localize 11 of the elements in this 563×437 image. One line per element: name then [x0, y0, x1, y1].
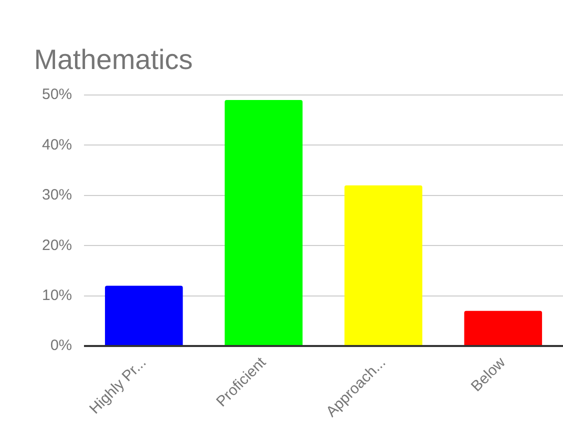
y-tick-label: 30%: [42, 186, 72, 204]
bar: [104, 286, 183, 346]
bar: [224, 100, 303, 346]
bar: [464, 310, 542, 346]
bar: [344, 185, 422, 346]
chart-title: Mathematics: [34, 44, 193, 76]
y-tick-label: 20%: [42, 236, 72, 254]
y-tick-label: 50%: [42, 86, 72, 104]
y-tick-label: 0%: [50, 337, 72, 354]
y-tick-label: 40%: [42, 136, 72, 154]
y-tick-label: 10%: [42, 286, 72, 304]
